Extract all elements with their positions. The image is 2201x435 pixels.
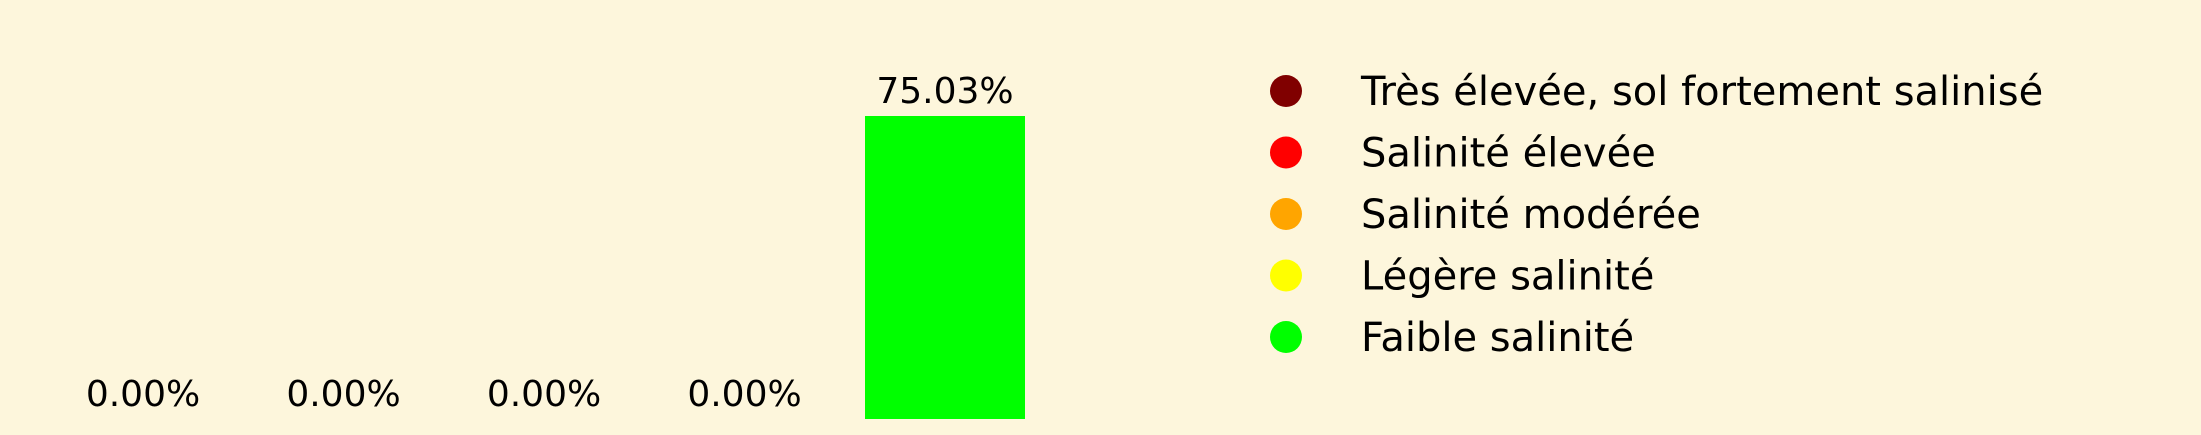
- legend-label-4: Légère salinité: [1361, 254, 1654, 300]
- bar-value-label-1: 0.00%: [86, 374, 200, 415]
- legend: Très élevée, sol fortement salinisé Salin…: [1270, 69, 2043, 361]
- legend-item-1: Très élevée, sol fortement salinisé: [1270, 69, 2043, 115]
- legend-label-2: Salinité élevée: [1361, 131, 1656, 177]
- legend-item-4: Légère salinité: [1270, 254, 1654, 300]
- legend-marker-2: [1270, 136, 1302, 169]
- legend-marker-4: [1270, 259, 1302, 292]
- legend-item-2: Salinité élevée: [1270, 131, 1656, 177]
- bar-value-label-5: 75.03%: [876, 71, 1013, 112]
- bar-value-label-4: 0.00%: [687, 374, 801, 415]
- legend-marker-5: [1270, 321, 1302, 353]
- bar-value-label-3: 0.00%: [487, 374, 601, 415]
- bar-5: [865, 116, 1025, 419]
- legend-label-3: Salinité modérée: [1361, 192, 1701, 238]
- bar-value-label-2: 0.00%: [286, 374, 400, 415]
- bars-group: [865, 116, 1025, 419]
- value-labels-group: 0.00% 0.00% 0.00% 0.00% 75.03%: [86, 71, 1014, 415]
- legend-label-1: Très élevée, sol fortement salinisé: [1360, 69, 2043, 115]
- legend-marker-3: [1270, 198, 1302, 230]
- legend-label-5: Faible salinité: [1361, 315, 1634, 361]
- legend-item-3: Salinité modérée: [1270, 192, 1701, 238]
- legend-item-5: Faible salinité: [1270, 315, 1634, 361]
- legend-marker-1: [1270, 75, 1302, 107]
